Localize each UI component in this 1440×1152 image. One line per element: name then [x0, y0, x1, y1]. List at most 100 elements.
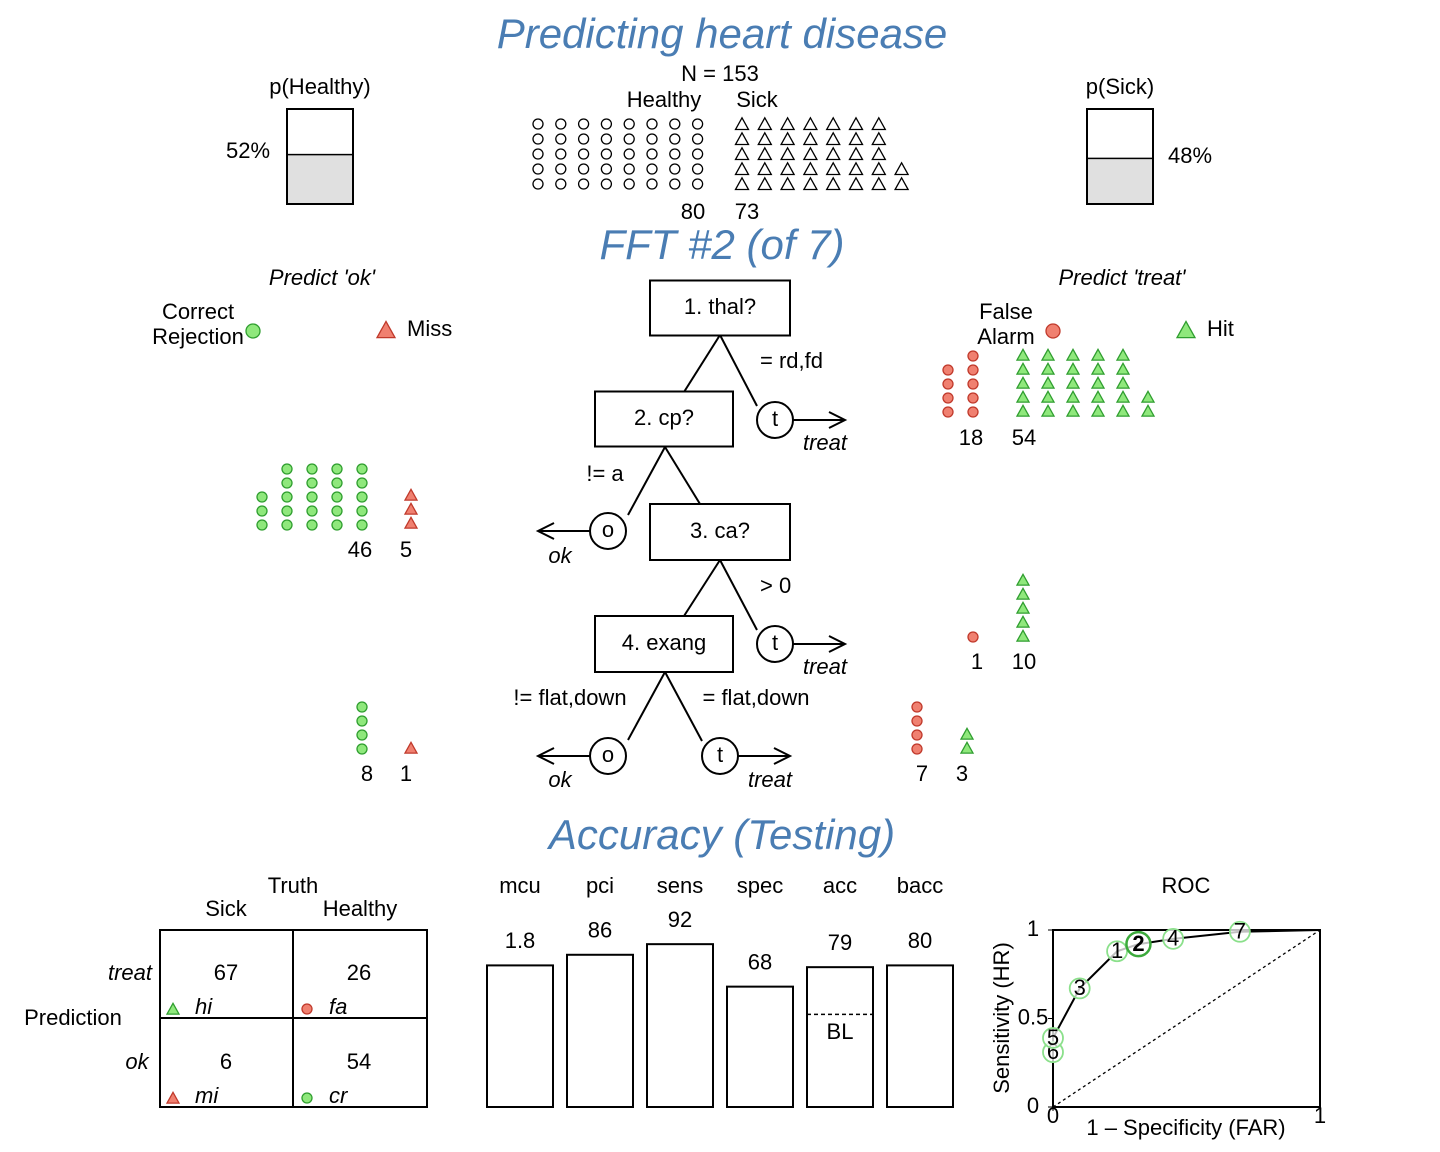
roc-point [1125, 930, 1152, 958]
icon-circle [281, 505, 293, 517]
icon-circle [532, 163, 544, 175]
x-tick-label: 0 [1047, 1103, 1059, 1128]
icon-circle [623, 118, 635, 130]
icon-circle [577, 178, 590, 190]
legend-icon [375, 320, 397, 339]
icon-triangle [1090, 347, 1106, 361]
legend-label: False [979, 299, 1033, 324]
bar-value: 68 [748, 949, 772, 974]
icon-triangle [1115, 361, 1131, 375]
icon-triangle [1090, 361, 1106, 375]
baseline-label: BL [827, 1019, 854, 1044]
icon-circle [623, 133, 635, 145]
p-value: 48% [1168, 143, 1212, 168]
exit-decision: ok [548, 767, 572, 792]
icon-triangle [802, 161, 819, 176]
y-tick-label: 0 [1027, 1093, 1039, 1118]
icon-circle [967, 378, 979, 390]
icon-circle [532, 118, 544, 130]
icon-circle [646, 163, 658, 175]
icon-circle [555, 133, 567, 145]
cell-icon [301, 1092, 313, 1104]
icon-triangle [757, 176, 773, 191]
icon-circle [691, 178, 704, 190]
accuracy-title: Accuracy (Testing) [546, 811, 895, 858]
icon-triangle [734, 176, 750, 191]
p-fill [286, 153, 354, 205]
icon-triangle [403, 487, 419, 501]
icon-circle [691, 118, 704, 130]
icon-triangle [871, 161, 887, 176]
icon-triangle [1115, 375, 1131, 389]
icon-triangle [1015, 614, 1031, 628]
edge [719, 559, 758, 631]
icon-circle [306, 463, 318, 475]
legend-label: Correct [162, 299, 234, 324]
p-fill [1086, 157, 1154, 205]
icon-circle [356, 505, 368, 517]
exit-condition: != flat,down [513, 685, 626, 710]
icon-circle [967, 392, 979, 404]
roc-diagonal [1052, 929, 1321, 1108]
icon-circle [281, 491, 293, 503]
icon-triangle [1065, 347, 1081, 361]
bar [806, 966, 874, 1108]
icon-triangle [825, 146, 841, 161]
bar-name: pci [586, 873, 614, 898]
exit-symbol: t [772, 406, 778, 431]
icon-triangle [1015, 375, 1031, 389]
icon-triangle [403, 740, 419, 754]
icon-circle [669, 118, 681, 130]
icon-triangle [1015, 586, 1031, 600]
class-label: Sick [736, 87, 779, 112]
icon-triangle [1015, 389, 1031, 403]
icon-triangle [871, 116, 887, 131]
exit-symbol: o [602, 742, 614, 767]
node-box [594, 390, 734, 448]
roc-curve-end [1239, 929, 1321, 933]
exit-symbol: t [717, 742, 723, 767]
icon-triangle [1015, 361, 1031, 375]
icon-circle [306, 519, 318, 531]
icon-circle [306, 477, 318, 489]
icon-circle [646, 148, 658, 160]
legend-icon [1045, 323, 1061, 339]
edge [664, 671, 703, 742]
icon-triangle [959, 726, 975, 740]
predict-label: Predict 'treat' [1058, 265, 1186, 290]
icon-triangle [1140, 389, 1156, 403]
node-label: 1. thal? [684, 294, 756, 319]
icon-triangle [1090, 403, 1106, 417]
matrix-col: Healthy [323, 896, 398, 921]
class-label: Healthy [627, 87, 702, 112]
icon-circle [256, 519, 268, 531]
node-box [649, 279, 791, 337]
icon-triangle [871, 146, 887, 161]
icon-circle [911, 729, 923, 741]
icon-circle [646, 133, 658, 145]
icon-circle [600, 148, 613, 160]
icon-triangle [757, 116, 773, 131]
icon-triangle [959, 740, 975, 754]
icon-circle [356, 701, 368, 713]
exit-decision: ok [548, 543, 572, 568]
exit-condition: != a [586, 461, 624, 486]
matrix-row: treat [108, 960, 153, 985]
exit-decision: treat [803, 430, 848, 455]
icon-triangle [779, 131, 796, 146]
icon-circle [691, 163, 704, 175]
roc-point-label: 2 [1132, 931, 1144, 956]
bar-name: mcu [499, 873, 541, 898]
icon-circle [623, 163, 635, 175]
icon-triangle [802, 176, 819, 191]
exit-symbol: t [772, 630, 778, 655]
class-count: 73 [735, 199, 759, 224]
icon-triangle [403, 515, 419, 529]
y-axis-label: Sensitivity (HR) [989, 942, 1014, 1094]
cell-label: cr [329, 1083, 349, 1108]
icon-triangle [1115, 403, 1131, 417]
icon-triangle [734, 146, 750, 161]
matrix-cell: 67 [214, 960, 238, 985]
icon-triangle [1090, 389, 1106, 403]
class-count: 80 [681, 199, 705, 224]
